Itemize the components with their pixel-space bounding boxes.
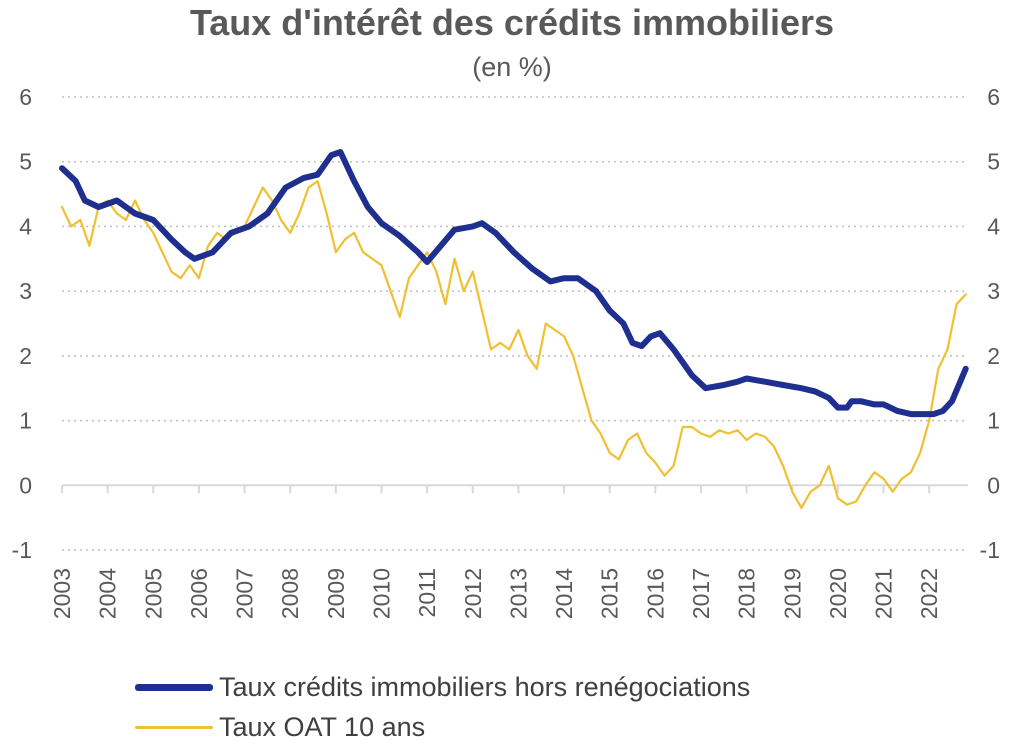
y-tick-label-right: 6	[987, 84, 1000, 110]
x-tick-label: 2016	[642, 568, 668, 619]
x-tick-label: 2007	[232, 568, 258, 619]
y-tick-label-right: -1	[980, 537, 1000, 563]
y-tick-label-left: 0	[19, 472, 32, 498]
x-tick-label: 2010	[368, 568, 394, 619]
x-tick-label: 2013	[505, 568, 531, 619]
x-tick-label: 2015	[597, 568, 623, 619]
chart-subtitle: (en %)	[472, 52, 552, 82]
x-tick-label: 2021	[871, 568, 897, 619]
y-tick-label-right: 0	[987, 472, 1000, 498]
legend-swatch-oat	[135, 726, 213, 729]
x-tick-label: 2008	[277, 568, 303, 619]
legend-swatch-credit	[135, 684, 213, 691]
x-tick-label: 2014	[551, 568, 577, 619]
legend-label-oat: Taux OAT 10 ans	[219, 712, 426, 742]
x-tick-label: 2011	[414, 568, 440, 617]
legend-item-credit: Taux crédits immobiliers hors renégociat…	[135, 672, 750, 703]
legend-label-credit: Taux crédits immobiliers hors renégociat…	[219, 672, 751, 702]
legend-item-oat: Taux OAT 10 ans	[135, 712, 425, 743]
chart-title: Taux d'intérêt des crédits immobiliers	[189, 2, 835, 43]
x-tick-label: 2018	[734, 568, 760, 619]
y-tick-label-left: -1	[12, 537, 32, 563]
x-tick-label: 2017	[688, 568, 714, 619]
y-tick-label-right: 2	[987, 343, 1000, 369]
x-tick-label: 2003	[49, 568, 75, 619]
y-tick-label-left: 3	[19, 278, 32, 304]
x-tick-label: 2019	[779, 568, 805, 619]
y-tick-label-right: 3	[987, 278, 1000, 304]
x-tick-label: 2004	[95, 568, 121, 619]
y-tick-label-right: 4	[987, 213, 1000, 239]
x-tick-label: 2006	[186, 568, 212, 619]
series-line-credit	[59, 149, 969, 418]
y-tick-label-left: 4	[19, 213, 32, 239]
x-tick-label: 2012	[460, 568, 486, 619]
y-tick-label-left: 5	[19, 149, 32, 175]
x-tick-label: 2005	[140, 568, 166, 619]
y-tick-label-left: 2	[19, 343, 32, 369]
y-tick-label-left: 1	[19, 408, 32, 434]
y-tick-label-right: 5	[987, 149, 1000, 175]
x-tick-label: 2020	[825, 568, 851, 619]
y-tick-label-left: 6	[19, 84, 32, 110]
y-tick-label-right: 1	[987, 408, 1000, 434]
x-tick-label: 2009	[323, 568, 349, 619]
x-tick-label: 2022	[916, 568, 942, 619]
series-line-oat	[60, 180, 967, 509]
